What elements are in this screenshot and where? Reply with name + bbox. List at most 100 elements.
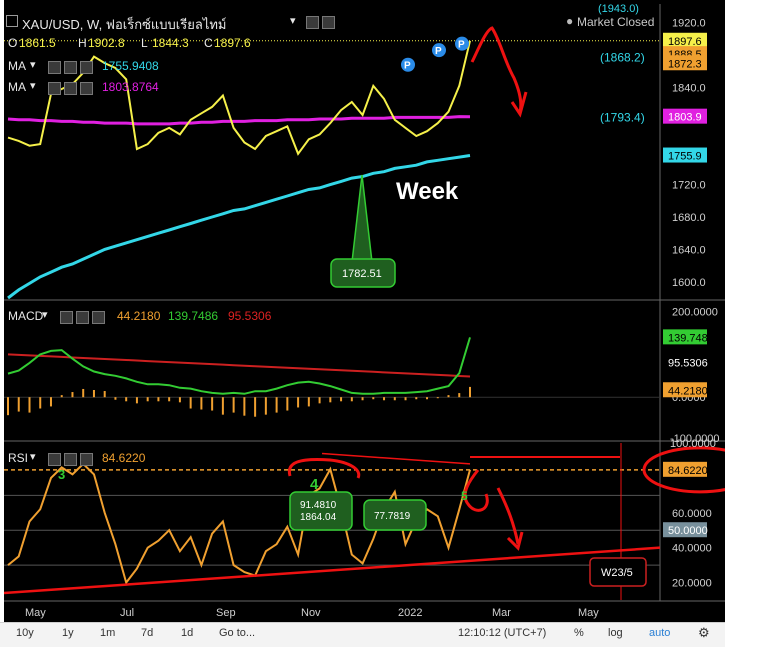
ma1-dropdown-icon[interactable]: ▾ — [30, 59, 36, 71]
ma2-dropdown-icon[interactable]: ▾ — [30, 80, 36, 92]
range-1y-button[interactable]: 1y — [62, 627, 74, 639]
rsi-dropdown-icon[interactable]: ▾ — [30, 451, 36, 463]
ma-fast-series-line — [7, 154, 471, 300]
time-axis-tick: Nov — [301, 607, 321, 619]
ohlc-open-label: O — [8, 36, 18, 50]
price-tag-b-bg — [663, 55, 707, 71]
drawn-down-arrowhead — [506, 531, 524, 551]
price-axis-tick: 1720.0 — [672, 180, 706, 192]
ohlc-open: 1861.5 — [19, 36, 56, 50]
rsi-divergence-line — [321, 452, 471, 465]
rsi-callout-2: 77.7819 — [374, 511, 411, 522]
time-axis-tick: 2022 — [398, 607, 422, 619]
ma1-label[interactable]: MA — [8, 59, 26, 73]
macd-tag-red-bg — [663, 354, 707, 370]
macd-tag-orange-bg — [663, 382, 707, 398]
clock: 12:10:12 (UTC+7) — [458, 627, 547, 639]
drawn-arc — [287, 458, 361, 479]
collapse-icon[interactable] — [6, 15, 18, 27]
settings-gear-icon[interactable]: ⚙ — [698, 625, 710, 640]
ma1-close-icon[interactable] — [80, 61, 93, 74]
rsi-tag-fifty: 50.0000 — [668, 525, 708, 537]
macd-close-icon[interactable] — [92, 311, 105, 324]
price-tag-b: 1872.3 — [668, 58, 702, 70]
percent-button[interactable]: % — [574, 627, 584, 639]
price-callout-box — [330, 258, 396, 288]
title-dropdown-icon[interactable]: ▾ — [290, 15, 296, 27]
rsi-tag-fifty-bg — [663, 522, 707, 538]
rsi-label[interactable]: RSI — [8, 451, 29, 465]
macd-label[interactable]: MACD — [8, 309, 44, 323]
rsi-tag-value-bg — [663, 461, 707, 477]
macd-visibility-icon[interactable] — [60, 311, 73, 324]
drawn-circle — [642, 446, 725, 494]
ma2-value: 1803.8764 — [102, 80, 159, 94]
ohlc-close-label: C — [204, 36, 213, 50]
p-marker-label: P — [404, 61, 411, 72]
time-axis-tick: May — [578, 607, 599, 619]
ma1-visibility-icon[interactable] — [48, 61, 61, 74]
rsi-close-icon[interactable] — [80, 453, 93, 466]
auto-button[interactable]: auto — [649, 627, 671, 639]
macd-dropdown-icon[interactable]: ▾ — [42, 309, 48, 321]
price-tag-ma1-bg — [663, 147, 707, 163]
ma2-label[interactable]: MA — [8, 80, 26, 94]
log-button[interactable]: log — [608, 627, 623, 639]
rsi-axis-tick: 60.0000 — [672, 508, 712, 520]
week-annotation: Week — [396, 178, 459, 205]
price-axis-tick: 1840.0 — [672, 82, 706, 94]
range-10y-button[interactable]: 10y — [16, 627, 34, 639]
macd-signal-line — [7, 353, 471, 378]
macd-axis-tick: 200.0000 — [672, 307, 718, 319]
rsi-value: 84.6220 — [102, 451, 146, 465]
ohlc-high: 1902.8 — [88, 36, 125, 50]
left-margin — [0, 0, 4, 622]
price-axis-tick: 1640.0 — [672, 244, 706, 256]
macd-histogram: 95.5306 — [228, 309, 272, 323]
ma2-visibility-icon[interactable] — [48, 82, 61, 95]
rsi-callout-box-2 — [363, 499, 427, 531]
chart-background — [0, 0, 725, 622]
goto-button[interactable]: Go to... — [219, 627, 256, 639]
range-1d-button[interactable]: 1d — [181, 627, 194, 639]
ma2-close-icon[interactable] — [80, 82, 93, 95]
time-axis-tick: May — [25, 607, 46, 619]
macd-tag-orange: 44.2180 — [668, 385, 708, 397]
chart-canvas[interactable]: PPP1920.01880.01840.01720.01680.01640.01… — [0, 0, 725, 622]
rsi-settings-icon[interactable] — [64, 453, 77, 466]
p-marker-label: P — [458, 40, 465, 51]
range-7d-button[interactable]: 7d — [141, 627, 154, 639]
time-axis-tick: Jul — [120, 607, 134, 619]
price-axis-tick: 1920.0 — [672, 18, 706, 30]
settings-icon[interactable] — [322, 16, 335, 29]
range-1m-button[interactable]: 1m — [100, 627, 116, 639]
ma2-settings-icon[interactable] — [64, 82, 77, 95]
price-tag-close-bg — [663, 32, 707, 48]
price-axis-top-label: (1943.0) — [598, 3, 639, 15]
macd-settings-icon[interactable] — [76, 311, 89, 324]
w-callout-box — [589, 557, 647, 587]
p-marker-label: P — [435, 46, 442, 57]
drawn-arrowhead — [510, 91, 528, 118]
macd-tag-red: 95.5306 — [668, 357, 708, 369]
wave-3-label: 3 — [58, 467, 65, 482]
symbol-title: XAU/USD, W, ฟอเร็กซ์แบบเรียลไทม์ — [22, 17, 227, 32]
ma1-settings-icon[interactable] — [64, 61, 77, 74]
visibility-icon[interactable] — [306, 16, 319, 29]
rsi-callout-box-1 — [289, 491, 353, 531]
macd-tag-green-bg — [663, 329, 707, 345]
rsi-callout-1-a: 91.4810 — [300, 500, 337, 511]
w-callout-label: W23/5 — [601, 567, 633, 579]
macd-value: 44.2180 — [117, 309, 161, 323]
rsi-axis-tick: 20.0000 — [672, 578, 712, 590]
rsi-visibility-icon[interactable] — [48, 453, 61, 466]
ma1-value: 1755.9408 — [102, 59, 159, 73]
p-marker-icon — [455, 36, 469, 51]
macd-signal: 139.7486 — [168, 309, 219, 323]
right-margin — [725, 0, 761, 654]
p-marker-icon — [401, 57, 415, 72]
price-tag-close: 1897.6 — [668, 36, 702, 48]
price-label-paren1: (1868.2) — [600, 51, 645, 65]
drawn-hook — [463, 469, 489, 512]
